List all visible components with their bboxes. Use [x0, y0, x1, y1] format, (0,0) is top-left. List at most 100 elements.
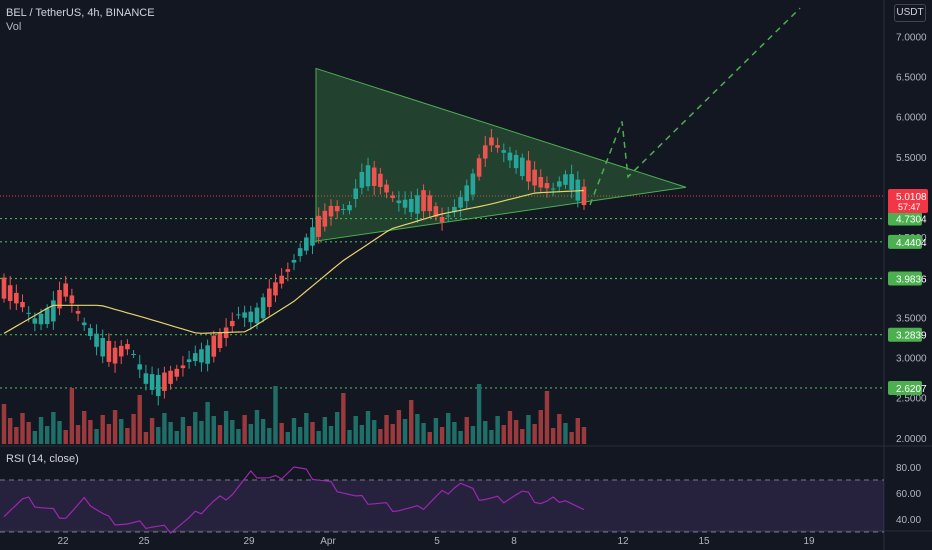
candle[interactable]: [532, 169, 537, 186]
candle[interactable]: [569, 174, 574, 190]
candle[interactable]: [489, 137, 494, 146]
candle[interactable]: [439, 217, 445, 223]
candle[interactable]: [118, 345, 124, 357]
candle[interactable]: [482, 145, 488, 159]
candle[interactable]: [334, 206, 340, 212]
candle[interactable]: [267, 288, 272, 307]
candle[interactable]: [149, 374, 155, 390]
candle[interactable]: [476, 158, 482, 177]
symbol-title[interactable]: BEL / TetherUS, 4h, BINANCE: [6, 7, 155, 19]
candle[interactable]: [100, 338, 106, 357]
candle[interactable]: [63, 283, 68, 297]
candle[interactable]: [563, 174, 568, 185]
candle[interactable]: [236, 314, 241, 316]
candle[interactable]: [378, 173, 383, 187]
candle[interactable]: [470, 173, 476, 195]
candle[interactable]: [328, 205, 334, 217]
candle[interactable]: [347, 205, 352, 211]
candle[interactable]: [51, 300, 56, 322]
candle[interactable]: [408, 199, 414, 213]
rsi-indicator-label[interactable]: RSI (14, close): [6, 453, 79, 465]
candle[interactable]: [359, 171, 365, 188]
candle[interactable]: [1, 277, 7, 299]
candle[interactable]: [353, 188, 358, 200]
candle[interactable]: [526, 160, 531, 182]
candle[interactable]: [390, 195, 396, 199]
candle[interactable]: [507, 152, 513, 161]
candle[interactable]: [112, 347, 118, 364]
candle[interactable]: [550, 188, 556, 190]
triangle-pattern[interactable]: [315, 67, 687, 242]
candle[interactable]: [538, 176, 544, 188]
candle[interactable]: [501, 150, 507, 153]
candle[interactable]: [384, 184, 389, 193]
candle[interactable]: [186, 359, 192, 363]
candle[interactable]: [192, 353, 198, 362]
candle[interactable]: [421, 190, 426, 212]
candle[interactable]: [279, 275, 284, 284]
candle[interactable]: [322, 210, 328, 227]
candle[interactable]: [273, 282, 278, 296]
candle[interactable]: [229, 320, 235, 327]
candle[interactable]: [38, 313, 44, 325]
candle[interactable]: [464, 185, 470, 202]
candle[interactable]: [415, 195, 420, 214]
candle[interactable]: [81, 322, 87, 326]
candle[interactable]: [519, 157, 525, 177]
projection-path[interactable]: [589, 7, 801, 206]
candle[interactable]: [143, 373, 149, 384]
candle[interactable]: [297, 248, 303, 257]
candle[interactable]: [205, 345, 210, 364]
volume-label[interactable]: Vol: [6, 21, 22, 33]
candle[interactable]: [168, 370, 173, 384]
candle[interactable]: [57, 290, 62, 309]
candle[interactable]: [44, 308, 50, 325]
candle[interactable]: [458, 197, 463, 208]
candle[interactable]: [433, 206, 439, 217]
candle[interactable]: [248, 311, 254, 323]
candle[interactable]: [75, 311, 81, 314]
candle[interactable]: [445, 215, 451, 217]
candle[interactable]: [14, 292, 19, 304]
candle[interactable]: [242, 312, 247, 318]
candle[interactable]: [20, 302, 25, 308]
candle[interactable]: [211, 335, 217, 357]
currency-button[interactable]: USDT: [894, 4, 926, 22]
candle[interactable]: [544, 183, 550, 189]
candle[interactable]: [513, 154, 519, 169]
candle[interactable]: [88, 328, 93, 336]
candle[interactable]: [137, 364, 143, 370]
candle[interactable]: [365, 165, 371, 187]
candle[interactable]: [304, 237, 309, 251]
candle[interactable]: [291, 259, 297, 263]
candle[interactable]: [174, 368, 180, 377]
candle[interactable]: [371, 167, 377, 186]
candle[interactable]: [26, 312, 31, 314]
candle[interactable]: [575, 179, 581, 201]
candle[interactable]: [581, 186, 587, 206]
candle[interactable]: [32, 318, 38, 324]
candle[interactable]: [452, 206, 457, 213]
candle[interactable]: [285, 269, 291, 272]
candle[interactable]: [316, 215, 321, 237]
candle[interactable]: [402, 199, 408, 208]
candle[interactable]: [162, 372, 167, 391]
candle[interactable]: [341, 208, 346, 210]
candle[interactable]: [495, 145, 500, 148]
candle[interactable]: [7, 285, 13, 301]
candle[interactable]: [396, 200, 402, 204]
candle[interactable]: [106, 340, 112, 362]
candle[interactable]: [94, 333, 99, 347]
candle[interactable]: [254, 307, 260, 324]
candle[interactable]: [199, 349, 204, 363]
candle[interactable]: [69, 295, 75, 304]
candle[interactable]: [217, 332, 223, 349]
candle[interactable]: [131, 353, 136, 355]
candle[interactable]: [260, 297, 266, 319]
candle[interactable]: [310, 227, 315, 246]
candle[interactable]: [180, 365, 186, 369]
candle[interactable]: [427, 195, 433, 212]
candle[interactable]: [557, 181, 562, 187]
candle[interactable]: [125, 344, 130, 350]
